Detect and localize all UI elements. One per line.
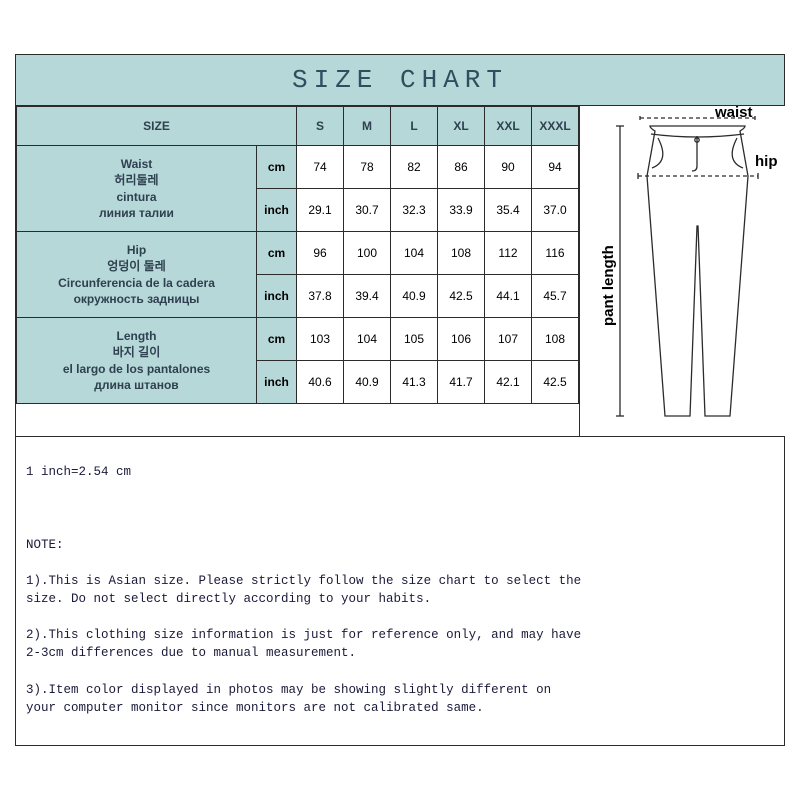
diagram-length-label: pant length bbox=[600, 245, 617, 326]
value-cell: 112 bbox=[485, 232, 532, 275]
notes-heading: NOTE: bbox=[26, 536, 774, 554]
table-body: Waist 허리둘레 cintura линия талии cm 74 78 … bbox=[17, 146, 579, 404]
value-cell: 40.9 bbox=[391, 275, 438, 318]
value-cell: 90 bbox=[485, 146, 532, 189]
diagram-waist-label: waist bbox=[714, 106, 753, 121]
unit-cell: inch bbox=[257, 189, 297, 232]
content-row: SIZE S M L XL XXL XXXL Waist 허리둘레 bbox=[16, 106, 784, 436]
size-table-wrap: SIZE S M L XL XXL XXXL Waist 허리둘레 bbox=[16, 106, 579, 436]
pants-diagram: waist hip pant length bbox=[579, 106, 785, 436]
measure-label-length: Length 바지 길이 el largo de los pantalones … bbox=[17, 318, 257, 404]
value-cell: 82 bbox=[391, 146, 438, 189]
value-cell: 104 bbox=[391, 232, 438, 275]
value-cell: 33.9 bbox=[438, 189, 485, 232]
value-cell: 40.9 bbox=[344, 361, 391, 404]
unit-cell: cm bbox=[257, 146, 297, 189]
value-cell: 96 bbox=[297, 232, 344, 275]
value-cell: 105 bbox=[391, 318, 438, 361]
value-cell: 106 bbox=[438, 318, 485, 361]
value-cell: 30.7 bbox=[344, 189, 391, 232]
value-cell: 32.3 bbox=[391, 189, 438, 232]
unit-cell: inch bbox=[257, 361, 297, 404]
notes-conversion: 1 inch=2.54 cm bbox=[26, 463, 774, 481]
chart-title: SIZE CHART bbox=[16, 55, 784, 106]
table-row: Length 바지 길이 el largo de los pantalones … bbox=[17, 318, 579, 361]
value-cell: 40.6 bbox=[297, 361, 344, 404]
unit-cell: cm bbox=[257, 318, 297, 361]
size-table: SIZE S M L XL XXL XXXL Waist 허리둘레 bbox=[16, 106, 579, 404]
value-cell: 104 bbox=[344, 318, 391, 361]
col-size-header: SIZE bbox=[17, 107, 297, 146]
measure-label-hip: Hip 엉덩이 둘레 Circunferencia de la cadera о… bbox=[17, 232, 257, 318]
size-col-4: XXL bbox=[485, 107, 532, 146]
value-cell: 100 bbox=[344, 232, 391, 275]
size-chart-card: SIZE CHART SIZE S M L XL XXL XXXL bbox=[15, 54, 785, 746]
size-col-5: XXXL bbox=[532, 107, 579, 146]
notes-item-1: 1).This is Asian size. Please strictly f… bbox=[26, 572, 774, 608]
unit-cell: inch bbox=[257, 275, 297, 318]
value-cell: 37.8 bbox=[297, 275, 344, 318]
value-cell: 37.0 bbox=[532, 189, 579, 232]
measure-label-waist: Waist 허리둘레 cintura линия талии bbox=[17, 146, 257, 232]
value-cell: 42.5 bbox=[438, 275, 485, 318]
value-cell: 44.1 bbox=[485, 275, 532, 318]
table-header-row: SIZE S M L XL XXL XXXL bbox=[17, 107, 579, 146]
value-cell: 42.1 bbox=[485, 361, 532, 404]
value-cell: 94 bbox=[532, 146, 579, 189]
table-row: Waist 허리둘레 cintura линия талии cm 74 78 … bbox=[17, 146, 579, 189]
value-cell: 107 bbox=[485, 318, 532, 361]
diagram-hip-label: hip bbox=[755, 153, 778, 170]
value-cell: 29.1 bbox=[297, 189, 344, 232]
value-cell: 86 bbox=[438, 146, 485, 189]
pants-svg: waist hip pant length bbox=[580, 106, 785, 436]
size-col-2: L bbox=[391, 107, 438, 146]
unit-cell: cm bbox=[257, 232, 297, 275]
value-cell: 41.7 bbox=[438, 361, 485, 404]
value-cell: 74 bbox=[297, 146, 344, 189]
table-row: Hip 엉덩이 둘레 Circunferencia de la cadera о… bbox=[17, 232, 579, 275]
value-cell: 108 bbox=[532, 318, 579, 361]
value-cell: 39.4 bbox=[344, 275, 391, 318]
value-cell: 45.7 bbox=[532, 275, 579, 318]
value-cell: 103 bbox=[297, 318, 344, 361]
value-cell: 78 bbox=[344, 146, 391, 189]
size-col-1: M bbox=[344, 107, 391, 146]
size-col-0: S bbox=[297, 107, 344, 146]
notes-item-3: 3).Item color displayed in photos may be… bbox=[26, 681, 774, 717]
value-cell: 42.5 bbox=[532, 361, 579, 404]
value-cell: 116 bbox=[532, 232, 579, 275]
notes-item-2: 2).This clothing size information is jus… bbox=[26, 626, 774, 662]
size-col-3: XL bbox=[438, 107, 485, 146]
value-cell: 108 bbox=[438, 232, 485, 275]
notes-section: 1 inch=2.54 cm NOTE: 1).This is Asian si… bbox=[16, 436, 784, 745]
value-cell: 35.4 bbox=[485, 189, 532, 232]
value-cell: 41.3 bbox=[391, 361, 438, 404]
